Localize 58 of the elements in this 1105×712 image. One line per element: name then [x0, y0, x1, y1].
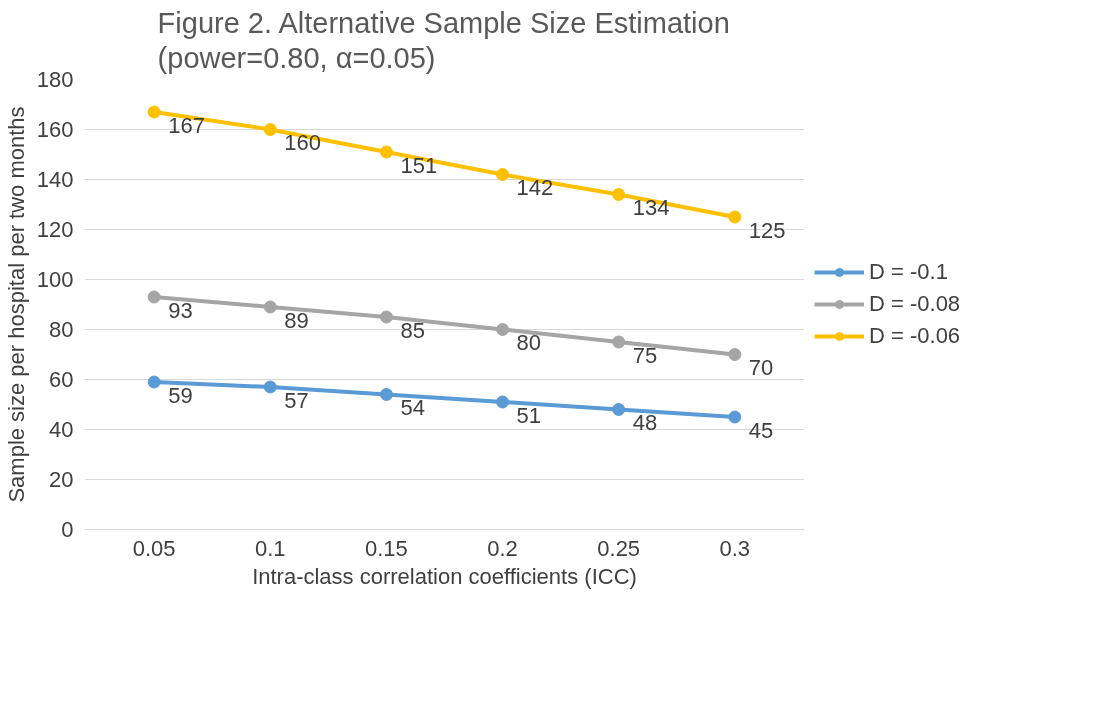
data-label: 142 — [516, 175, 554, 200]
data-label: 80 — [516, 330, 542, 355]
y-tick-label: 120 — [36, 217, 74, 242]
data-label: 160 — [284, 130, 322, 155]
data-label: 59 — [168, 382, 193, 408]
legend-label: D = -0.08 — [869, 291, 961, 317]
point — [263, 380, 277, 394]
data-label: 51 — [516, 402, 542, 428]
point — [379, 310, 393, 324]
y-tick-label: 20 — [49, 467, 74, 492]
point — [263, 300, 277, 314]
data-label: 70 — [748, 355, 774, 380]
point — [728, 348, 742, 361]
x-tick-label: 0.3 — [719, 535, 751, 561]
y-tick-label: 60 — [49, 367, 74, 392]
point — [147, 375, 161, 389]
point — [147, 290, 161, 304]
point — [496, 168, 510, 181]
y-axis-title: Sample size per hospital per two months — [3, 106, 29, 503]
x-tick-label: 0.15 — [365, 535, 408, 561]
data-label: 93 — [168, 297, 193, 323]
point — [728, 210, 742, 224]
point — [728, 410, 742, 424]
x-tick-label: 0.1 — [255, 535, 286, 561]
x-tick-label: 0.2 — [487, 535, 518, 561]
y-tick-label: 80 — [49, 317, 74, 342]
y-tick-label: 160 — [36, 117, 74, 142]
x-tick-label: 0.25 — [597, 535, 641, 561]
chart-title: Figure 2. Alternative Sample Size Estimation (power=0.80, α=0.05) — [157, 7, 730, 75]
data-label: 85 — [400, 317, 425, 343]
legend-label: D = -0.1 — [869, 259, 948, 285]
point — [263, 123, 277, 136]
data-label: 75 — [632, 342, 658, 368]
data-label: 134 — [632, 195, 670, 220]
data-label: 89 — [284, 307, 309, 333]
point — [612, 188, 626, 201]
x-axis-title: Intra-class correlation coefficients (ICC) — [252, 563, 637, 589]
point — [379, 388, 393, 401]
y-tick-label: 100 — [36, 267, 74, 292]
point — [147, 105, 161, 119]
data-label: 45 — [748, 417, 774, 443]
point — [612, 403, 626, 416]
data-label: 167 — [168, 112, 205, 138]
data-label: 57 — [284, 387, 309, 413]
y-tick-label: 140 — [36, 167, 74, 192]
data-label: 125 — [748, 217, 786, 243]
y-tick-label: 0 — [61, 517, 74, 542]
data-label: 48 — [632, 410, 658, 435]
point — [496, 323, 510, 336]
x-tick-label: 0.05 — [132, 535, 176, 561]
data-label: 54 — [400, 395, 425, 420]
point — [379, 145, 393, 159]
y-tick-label: 180 — [36, 67, 74, 92]
legend-label: D = -0.06 — [869, 323, 961, 349]
point — [612, 335, 626, 349]
y-tick-label: 40 — [49, 417, 74, 442]
data-label: 151 — [400, 152, 438, 178]
point — [496, 395, 510, 409]
